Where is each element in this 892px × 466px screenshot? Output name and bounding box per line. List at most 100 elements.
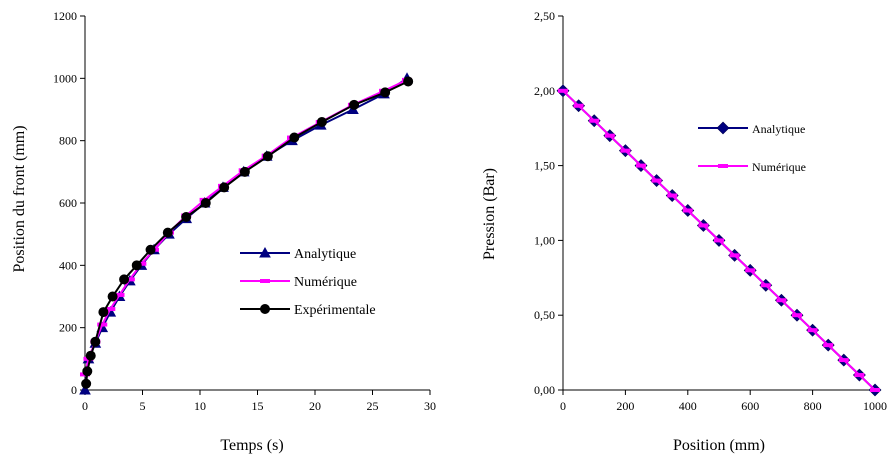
x-tick-label: 25 [367, 399, 379, 413]
y-tick-label: 1,00 [534, 233, 555, 247]
x-tick-label: 5 [140, 399, 146, 413]
legend-label: Numérique [294, 275, 357, 290]
legend-experimentale-point [260, 304, 270, 314]
chart2-y-axis-title: Pression (Bar) [481, 168, 498, 260]
numerique-point [870, 388, 880, 392]
experimentale-point [85, 350, 96, 361]
numerique-point [823, 343, 834, 348]
legend-analytique-point [716, 121, 730, 135]
experimentale-point [107, 291, 118, 302]
legend-analytique-point [259, 246, 271, 258]
legend-label: Numérique [752, 160, 806, 174]
numerique-point [558, 88, 568, 93]
numerique-point [573, 103, 584, 108]
chart2-x-axis-title: Position (mm) [673, 437, 765, 454]
series-line-analytique [84, 77, 408, 391]
experimentale-point [403, 76, 414, 87]
y-tick-label: 0,50 [534, 308, 555, 322]
legend-item-analytique: Analytique [698, 121, 805, 136]
experimentale-point [349, 99, 360, 110]
y-tick-label: 2,50 [534, 9, 555, 23]
chart2-axes: 0,00 0,50 1,00 1,50 2,00 2,50 0 200 400 600 800 100… [534, 9, 887, 413]
numerique-point [729, 253, 740, 258]
x-tick-label: 10 [194, 399, 206, 413]
y-tick-label: 1200 [53, 9, 77, 23]
numerique-point [682, 208, 693, 213]
experimentale-point [81, 378, 92, 389]
pressure-chart: 0,00 0,50 1,00 1,50 2,00 2,50 0 200 400 600 800 100… [481, 9, 887, 454]
numerique-point [124, 277, 135, 282]
numerique-point [854, 373, 865, 378]
chart2-legend: Analytique Numérique [698, 121, 806, 174]
series-line-experimentale [85, 80, 409, 384]
chart1-legend: Analytique Numérique Expérimentale [240, 246, 376, 318]
experimentale-point [239, 166, 250, 177]
x-tick-label: 30 [424, 399, 436, 413]
legend-item-numerique: Numérique [240, 275, 357, 290]
numerique-point [114, 292, 125, 297]
numerique-point [620, 148, 631, 153]
y-tick-label: 600 [59, 196, 77, 210]
x-tick-label: 600 [741, 399, 759, 413]
y-tick-label: 200 [59, 321, 77, 335]
numerique-point [807, 328, 818, 333]
experimentale-point [181, 212, 192, 223]
legend-label: Analytique [752, 122, 805, 136]
legend-item-experimentale: Expérimentale [240, 303, 376, 318]
series-experimentale [81, 76, 414, 389]
analytique-point [79, 383, 91, 395]
legend-numerique-point [260, 279, 270, 283]
numerique-point [776, 298, 787, 303]
numerique-point [698, 223, 709, 228]
chart1-series [79, 72, 414, 395]
experimentale-point [200, 198, 211, 208]
experimentale-point [145, 244, 156, 255]
y-tick-label: 0 [71, 383, 77, 397]
x-tick-label: 15 [252, 399, 264, 413]
experimentale-point [316, 116, 327, 127]
numerique-point [97, 322, 108, 327]
experimentale-point [82, 366, 93, 377]
legend-numerique-point [718, 164, 728, 168]
legend-item-numerique: Numérique [698, 160, 806, 174]
y-tick-label: 1000 [53, 71, 77, 85]
x-tick-label: 20 [309, 399, 321, 413]
experimentale-point [90, 336, 101, 347]
x-tick-label: 1000 [863, 399, 887, 413]
x-tick-label: 0 [82, 399, 88, 413]
numerique-point [105, 306, 116, 311]
x-tick-label: 400 [679, 399, 697, 413]
experimentale-point [219, 182, 230, 193]
numerique-point [636, 163, 646, 168]
y-tick-label: 800 [59, 134, 77, 148]
experimentale-point [98, 307, 109, 318]
experimentale-point [162, 227, 173, 238]
y-tick-label: 2,00 [534, 84, 555, 98]
chart2-series [556, 84, 882, 397]
numerique-point [589, 118, 600, 123]
x-tick-label: 800 [804, 399, 822, 413]
experimentale-point [262, 151, 273, 162]
chart1-x-axis-title: Temps (s) [220, 437, 283, 454]
series-line-numerique [84, 78, 408, 375]
experimentale-point [131, 260, 142, 271]
numerique-point [760, 283, 771, 288]
chart1-axes: 0 200 400 600 800 1000 1200 0 5 10 15 20 25 30 [53, 9, 436, 413]
front-position-chart: 0 200 400 600 800 1000 1200 0 5 10 15 20 25 30 Analyt… [11, 9, 436, 454]
legend-label: Expérimentale [294, 303, 376, 318]
series-numerique [558, 88, 880, 392]
x-tick-label: 0 [560, 399, 566, 413]
series-analytique [79, 72, 413, 395]
y-tick-label: 1,50 [534, 159, 555, 173]
legend-item-analytique: Analytique [240, 246, 356, 262]
chart1-y-axis-title: Position du front (mm) [11, 125, 28, 272]
x-tick-label: 200 [616, 399, 634, 413]
numerique-point [792, 313, 802, 318]
legend-label: Analytique [294, 247, 356, 262]
experimentale-point [289, 132, 300, 143]
experimentale-point [119, 274, 130, 285]
y-tick-label: 400 [59, 258, 77, 272]
numerique-point [604, 133, 615, 138]
